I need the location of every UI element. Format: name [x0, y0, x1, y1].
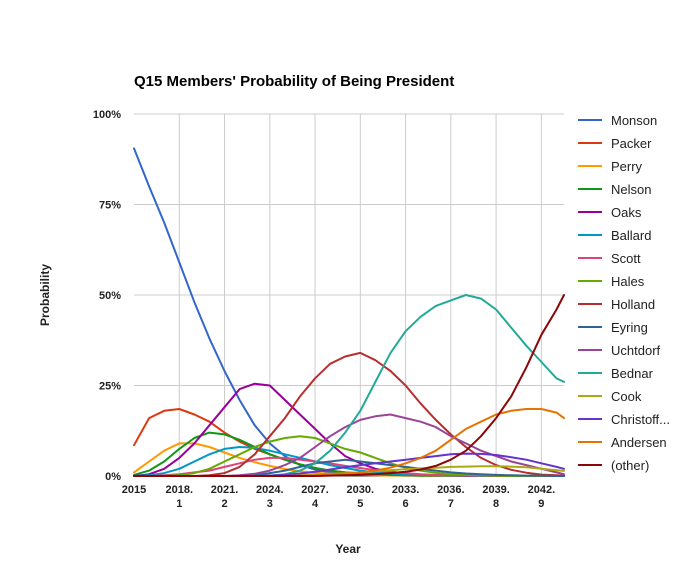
- legend-label: Eyring: [611, 320, 648, 335]
- legend-label: Scott: [611, 251, 641, 266]
- legend-label: Packer: [611, 136, 652, 151]
- legend: Monson Packer Perry Nelson Oaks Ballard Scott H…: [578, 113, 670, 473]
- x-axis-title: Year: [335, 542, 361, 556]
- chart-title: Q15 Members' Probability of Being Presid…: [134, 73, 454, 90]
- x-tick-label: 2018. 1: [165, 484, 193, 510]
- legend-item: Scott: [578, 251, 641, 266]
- legend-label: Hales: [611, 274, 645, 289]
- y-axis-title: Probability: [38, 264, 52, 326]
- legend-item: Andersen: [578, 435, 667, 450]
- x-tick-label: 2030. 5: [347, 484, 375, 510]
- legend-label: Monson: [611, 113, 657, 128]
- x-tick-label: 2033. 6: [392, 484, 420, 510]
- legend-item: Perry: [578, 159, 643, 174]
- x-tick-label: 2027. 4: [301, 484, 329, 510]
- legend-label: Holland: [611, 297, 655, 312]
- legend-label: Christoff...: [611, 412, 670, 427]
- x-tick-label: 2015: [122, 484, 146, 496]
- legend-item: Ballard: [578, 228, 651, 243]
- legend-label: Oaks: [611, 205, 642, 220]
- legend-item: (other): [578, 458, 649, 473]
- legend-item: Holland: [578, 297, 655, 312]
- legend-item: Eyring: [578, 320, 648, 335]
- legend-label: Nelson: [611, 182, 651, 197]
- legend-label: Andersen: [611, 435, 667, 450]
- legend-label: Ballard: [611, 228, 651, 243]
- x-tick-label: 2021. 2: [211, 484, 239, 510]
- legend-item: Cook: [578, 389, 642, 404]
- series-lines: [133, 147, 565, 477]
- legend-item: Monson: [578, 113, 657, 128]
- legend-label: (other): [611, 458, 649, 473]
- legend-item: Packer: [578, 136, 652, 151]
- y-tick-label: 25%: [99, 381, 121, 393]
- legend-item: Oaks: [578, 205, 642, 220]
- legend-item: Nelson: [578, 182, 651, 197]
- y-tick-label: 0%: [105, 471, 121, 483]
- legend-item: Bednar: [578, 366, 654, 381]
- x-tick-label: 2042. 9: [528, 484, 556, 510]
- legend-label: Perry: [611, 159, 643, 174]
- legend-label: Cook: [611, 389, 642, 404]
- legend-item: Hales: [578, 274, 645, 289]
- y-axis: 0% 25% 50% 75% 100%: [93, 109, 121, 483]
- legend-item: Christoff...: [578, 412, 670, 427]
- x-tick-label: 2039. 8: [482, 484, 510, 510]
- series-line-other: [133, 294, 565, 477]
- legend-label: Uchtdorf: [611, 343, 661, 358]
- legend-label: Bednar: [611, 366, 654, 381]
- x-axis: 2015 2018. 1 2021. 2 2024. 3 2027. 4 2030. 5 2033. 6…: [122, 484, 555, 510]
- y-tick-label: 75%: [99, 200, 121, 212]
- legend-item: Uchtdorf: [578, 343, 661, 358]
- x-tick-label: 2036. 7: [437, 484, 465, 510]
- gridlines: [134, 113, 564, 477]
- series-line-oaks: [133, 382, 565, 477]
- y-tick-label: 50%: [99, 290, 121, 302]
- x-tick-label: 2024. 3: [256, 484, 284, 510]
- y-tick-label: 100%: [93, 109, 121, 121]
